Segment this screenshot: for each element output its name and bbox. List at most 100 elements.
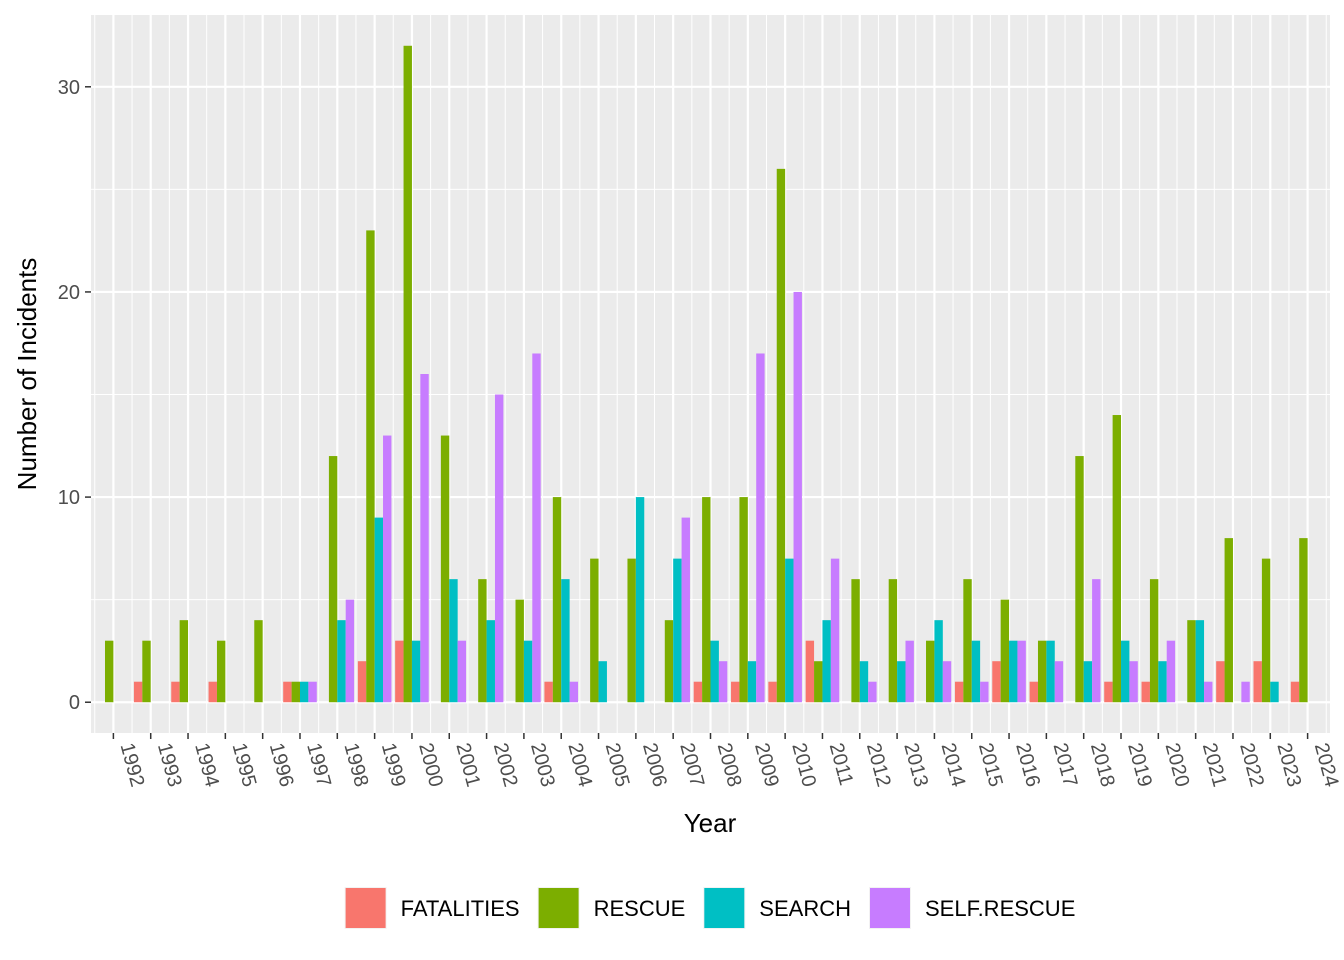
- bar-self-rescue-2017: [1054, 661, 1064, 703]
- x-tick-label: 2023: [1272, 741, 1305, 790]
- x-tick-label: 2005: [601, 741, 634, 790]
- legend-label: SEARCH: [759, 896, 851, 921]
- bar-fatalities-2000: [395, 640, 404, 703]
- legend-key-search: [704, 888, 745, 928]
- bar-fatalities-2008: [693, 681, 703, 703]
- bar-fatalities-2022: [1216, 661, 1225, 703]
- bar-search-2007: [673, 558, 682, 703]
- bar-fatalities-2010: [768, 681, 777, 703]
- bar-self-rescue-2004: [569, 681, 579, 703]
- bar-search-2009: [747, 661, 757, 703]
- x-tick-label: 2011: [825, 741, 857, 788]
- x-tick-label: 2022: [1235, 741, 1268, 790]
- bar-search-2012: [859, 661, 869, 703]
- bar-self-rescue-2003: [532, 353, 541, 703]
- bar-rescue-2000: [403, 45, 412, 703]
- x-tick-label: 2010: [787, 741, 820, 790]
- bar-search-2011: [822, 620, 831, 703]
- bar-rescue-2019: [1112, 415, 1122, 703]
- x-tick-label: 2009: [750, 741, 783, 790]
- bar-self-rescue-1999: [383, 435, 392, 703]
- bar-search-1998: [337, 620, 346, 703]
- x-axis: 1992 1993 1994 1995 1996 1997 1998 1999 2000 2001…: [112, 733, 1343, 790]
- x-tick-label: 2013: [899, 741, 932, 790]
- y-tick-label: 10: [58, 487, 80, 509]
- x-tick-label: 2015: [974, 741, 1007, 790]
- bar-self-rescue-2014: [942, 661, 952, 703]
- bar-search-2001: [449, 579, 458, 703]
- bar-fatalities-2017: [1029, 681, 1038, 703]
- bar-rescue-2016: [1000, 599, 1010, 703]
- legend: FATALITIES RESCUE SEARCH SELF.RESCUE: [344, 887, 1075, 929]
- bar-rescue-1994: [179, 620, 189, 703]
- bar-self-rescue-2018: [1092, 579, 1101, 703]
- x-tick-label: 1997: [302, 741, 335, 790]
- bar-rescue-2006: [627, 558, 636, 703]
- x-tick-label: 2004: [563, 741, 596, 790]
- bar-rescue-2023: [1261, 558, 1271, 703]
- bar-self-rescue-2002: [494, 394, 504, 703]
- bar-fatalities-2024: [1290, 681, 1300, 703]
- x-tick-label: 2024: [1310, 741, 1343, 790]
- bar-fatalities-2016: [992, 661, 1001, 703]
- bar-rescue-2024: [1299, 538, 1308, 703]
- x-axis-title: Year: [684, 808, 737, 838]
- bar-rescue-2015: [963, 579, 972, 703]
- x-tick-label: 2012: [862, 741, 895, 790]
- x-tick-label: 2021: [1198, 741, 1231, 790]
- x-tick-label: 1999: [377, 741, 410, 790]
- x-tick-label: 2016: [1011, 741, 1044, 790]
- bars: [104, 45, 1308, 703]
- bar-self-rescue-2016: [1017, 640, 1026, 703]
- bar-fatalities-2011: [805, 640, 815, 703]
- bar-rescue-1997: [291, 681, 300, 703]
- bar-self-rescue-2007: [681, 517, 690, 703]
- bar-fatalities-2009: [731, 681, 740, 703]
- bar-self-rescue-2000: [420, 374, 429, 703]
- bar-fatalities-1995: [208, 681, 217, 703]
- bar-rescue-1998: [328, 456, 338, 703]
- x-tick-label: 1993: [153, 741, 186, 790]
- bar-search-2006: [635, 497, 645, 703]
- bar-fatalities-1997: [283, 681, 292, 703]
- bar-rescue-2009: [739, 497, 748, 703]
- x-tick-label: 1994: [190, 741, 223, 790]
- bar-fatalities-2020: [1141, 681, 1150, 703]
- bar-self-rescue-2019: [1129, 661, 1138, 703]
- bar-rescue-2007: [664, 620, 674, 703]
- y-tick-label: 0: [69, 692, 80, 714]
- bar-fatalities-1993: [133, 681, 143, 703]
- x-tick-label: 2006: [638, 741, 671, 790]
- x-tick-label: 2008: [713, 741, 746, 790]
- bar-rescue-2005: [590, 558, 599, 703]
- legend-label: FATALITIES: [401, 896, 520, 921]
- bar-rescue-2021: [1187, 620, 1196, 703]
- x-tick-label: 1996: [265, 741, 298, 790]
- minor-gridlines: [91, 15, 1330, 733]
- bar-search-2019: [1121, 640, 1130, 703]
- legend-key-rescue: [538, 888, 579, 928]
- bar-self-rescue-2013: [905, 640, 914, 703]
- bar-rescue-2012: [851, 579, 860, 703]
- bar-rescue-2001: [440, 435, 450, 703]
- bar-self-rescue-2015: [980, 681, 989, 703]
- x-tick-label: 2018: [1086, 741, 1119, 790]
- y-tick-label: 30: [58, 77, 80, 99]
- y-axis-title: Number of Incidents: [12, 258, 42, 491]
- bar-search-2021: [1195, 620, 1205, 703]
- bar-search-2015: [971, 640, 981, 703]
- bar-rescue-1999: [366, 230, 375, 703]
- bar-rescue-2003: [515, 599, 524, 703]
- legend-key-self-rescue: [869, 888, 910, 928]
- bar-self-rescue-2009: [756, 353, 765, 703]
- bar-search-2017: [1046, 640, 1055, 703]
- bar-rescue-2022: [1224, 538, 1233, 703]
- bar-search-1999: [374, 517, 384, 703]
- bar-search-2000: [411, 640, 421, 703]
- bar-self-rescue-1998: [345, 599, 355, 703]
- x-tick-label: 2003: [526, 741, 559, 790]
- bar-rescue-2014: [926, 640, 935, 703]
- bar-rescue-2018: [1075, 456, 1084, 703]
- bar-rescue-2008: [702, 497, 711, 703]
- x-tick-label: 2002: [489, 741, 522, 790]
